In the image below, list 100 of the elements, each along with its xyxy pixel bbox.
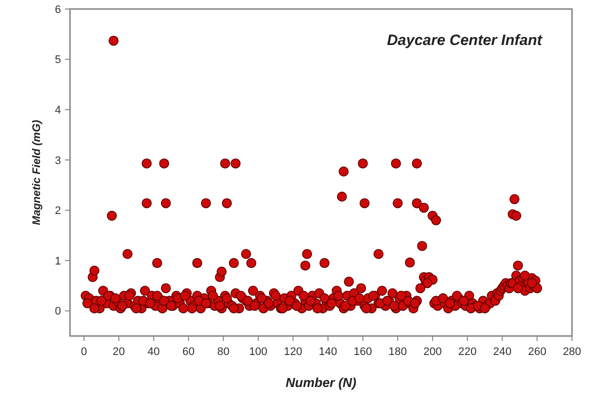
x-tick-label: 280 bbox=[562, 346, 582, 358]
point bbox=[300, 260, 310, 271]
point bbox=[390, 158, 401, 168]
point bbox=[354, 293, 364, 304]
point bbox=[131, 303, 142, 314]
point bbox=[108, 36, 119, 46]
x-tick-label: 80 bbox=[217, 346, 230, 358]
text: Daycare Center Infant bbox=[386, 32, 543, 49]
point bbox=[264, 298, 274, 308]
point bbox=[444, 298, 455, 308]
point bbox=[509, 194, 520, 204]
point bbox=[458, 296, 469, 306]
y-axis-title: Magnetic Field (mG) bbox=[31, 120, 43, 226]
point bbox=[159, 296, 170, 306]
point bbox=[122, 249, 133, 259]
x-tick-label: 220 bbox=[458, 346, 477, 358]
y-tick-label: 2 bbox=[54, 205, 61, 218]
point bbox=[228, 258, 239, 268]
x-tick-label: 0 bbox=[80, 346, 88, 358]
point bbox=[412, 198, 422, 208]
point bbox=[180, 290, 190, 301]
point bbox=[160, 198, 171, 208]
point bbox=[96, 296, 106, 306]
y-tick-label: 3 bbox=[54, 154, 61, 167]
point bbox=[512, 260, 523, 271]
x-tick-label: 200 bbox=[423, 346, 442, 358]
point bbox=[336, 192, 347, 202]
point bbox=[389, 300, 400, 311]
x-tick-label: 140 bbox=[318, 346, 338, 358]
point bbox=[230, 158, 241, 168]
point bbox=[312, 303, 323, 314]
point bbox=[431, 215, 442, 226]
point bbox=[250, 300, 260, 311]
x-tick-label: 60 bbox=[182, 346, 195, 358]
point bbox=[124, 290, 134, 301]
point bbox=[360, 198, 370, 208]
point bbox=[152, 290, 162, 301]
point bbox=[340, 300, 350, 311]
point bbox=[222, 198, 232, 208]
point bbox=[412, 158, 422, 168]
point bbox=[417, 240, 428, 251]
y-tick-label: 1 bbox=[54, 255, 61, 268]
point bbox=[404, 258, 415, 268]
point bbox=[480, 303, 490, 314]
point bbox=[270, 290, 281, 301]
point bbox=[142, 158, 152, 168]
x-tick-label: 20 bbox=[112, 346, 125, 358]
point bbox=[208, 290, 218, 301]
point bbox=[117, 300, 128, 311]
point bbox=[302, 249, 312, 259]
point bbox=[418, 202, 429, 213]
point bbox=[410, 298, 420, 308]
point bbox=[82, 298, 92, 308]
point bbox=[520, 270, 530, 281]
point bbox=[228, 303, 239, 314]
x-tick-label: 260 bbox=[528, 346, 546, 358]
x-tick-label: 120 bbox=[284, 346, 302, 358]
point bbox=[241, 249, 252, 259]
point bbox=[298, 290, 309, 301]
point bbox=[192, 258, 202, 268]
point bbox=[187, 303, 198, 314]
x-tick-label: 180 bbox=[388, 346, 407, 358]
point bbox=[333, 290, 344, 301]
y-tick-label: 0 bbox=[54, 306, 61, 318]
point bbox=[319, 293, 330, 304]
point bbox=[326, 298, 336, 308]
x-tick-label: 100 bbox=[249, 346, 268, 358]
point bbox=[292, 300, 302, 311]
point bbox=[358, 158, 368, 168]
point bbox=[396, 290, 406, 301]
point bbox=[246, 258, 256, 268]
point bbox=[236, 290, 246, 301]
x-tick-label: 160 bbox=[354, 346, 372, 358]
point bbox=[220, 158, 230, 168]
x-axis-title: Number (N) bbox=[286, 375, 356, 390]
point bbox=[415, 283, 426, 294]
x-tick-label: 240 bbox=[493, 346, 512, 358]
point bbox=[511, 210, 522, 221]
point bbox=[306, 296, 316, 306]
point bbox=[338, 166, 349, 176]
point bbox=[392, 198, 403, 208]
point bbox=[216, 266, 227, 277]
point bbox=[110, 293, 120, 304]
point bbox=[89, 266, 100, 276]
point bbox=[344, 276, 354, 287]
point bbox=[512, 283, 523, 294]
point bbox=[438, 293, 448, 304]
point bbox=[159, 158, 170, 168]
point bbox=[222, 293, 232, 304]
x-tick-label: 40 bbox=[148, 346, 160, 358]
point bbox=[422, 278, 432, 288]
point bbox=[200, 198, 211, 208]
y-tick-label: 6 bbox=[54, 4, 61, 16]
point bbox=[214, 300, 225, 311]
point bbox=[284, 296, 295, 306]
point bbox=[319, 258, 330, 268]
y-tick-label: 5 bbox=[54, 54, 61, 66]
point bbox=[152, 258, 162, 268]
point bbox=[374, 249, 384, 259]
point bbox=[452, 290, 462, 301]
